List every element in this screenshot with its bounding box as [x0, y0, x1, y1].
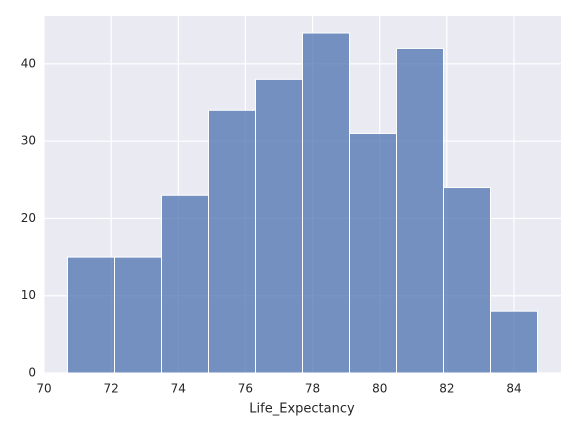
y-tick-label: 0 — [28, 366, 36, 380]
y-tick-label: 30 — [21, 134, 36, 148]
x-tick-label: 76 — [238, 382, 253, 396]
bar — [114, 256, 162, 374]
x-tick-label: 78 — [305, 382, 320, 396]
bar — [161, 194, 209, 374]
y-tick-label: 20 — [21, 211, 36, 225]
bar — [490, 310, 538, 374]
bar — [255, 78, 303, 374]
x-tick-label: 72 — [104, 382, 119, 396]
x-tick-label: 70 — [36, 382, 51, 396]
x-tick-label: 74 — [171, 382, 186, 396]
y-tick-label: 40 — [21, 56, 36, 70]
bar — [443, 187, 491, 374]
x-axis-label: Life_Expectancy — [249, 402, 355, 417]
bar — [396, 47, 444, 374]
y-tick-label: 10 — [21, 288, 36, 302]
x-tick-label: 84 — [506, 382, 521, 396]
x-tick-label: 82 — [439, 382, 454, 396]
bar — [67, 256, 115, 374]
x-tick-label: 80 — [372, 382, 387, 396]
bar — [349, 132, 397, 374]
bar — [208, 109, 256, 374]
bar — [302, 32, 350, 374]
